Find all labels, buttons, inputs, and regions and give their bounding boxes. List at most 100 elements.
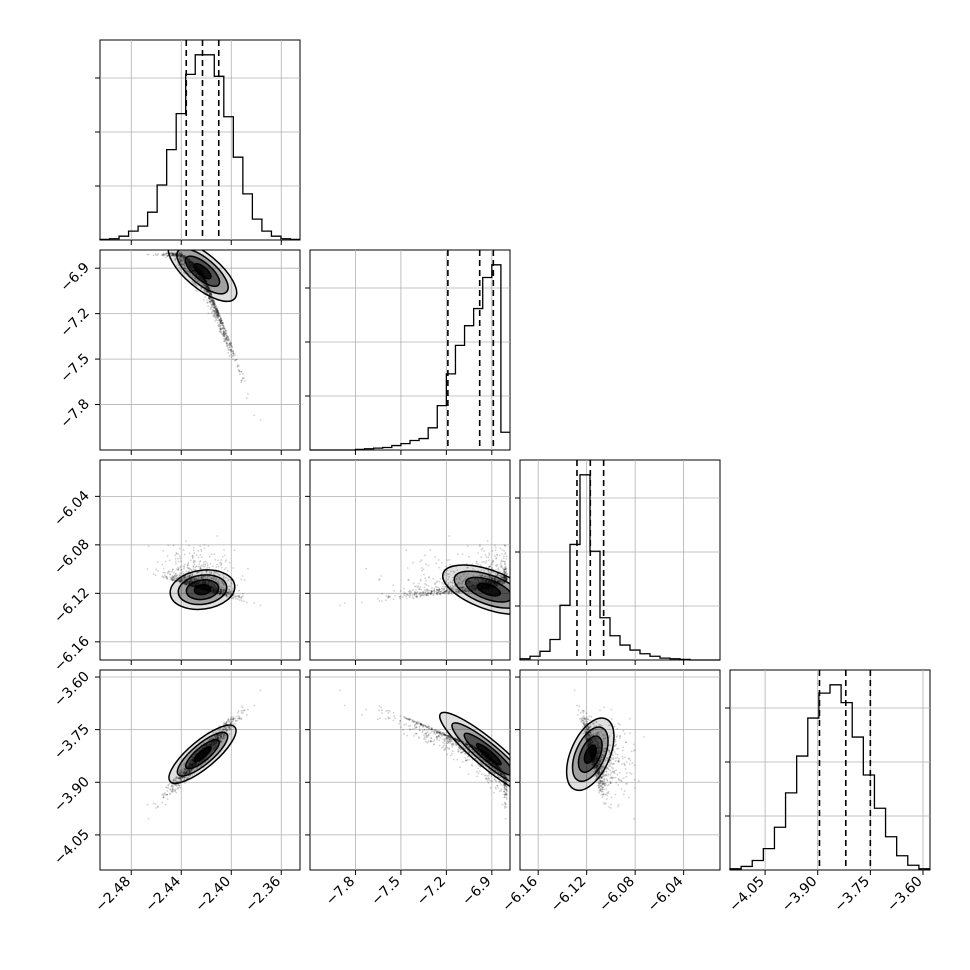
sample-point: [172, 254, 175, 257]
sample-point: [238, 599, 241, 602]
sample-point: [448, 558, 451, 561]
sample-point: [236, 364, 239, 366]
sample-point: [222, 326, 225, 328]
sample-point: [481, 561, 484, 564]
sample-point: [210, 577, 213, 580]
sample-point: [214, 320, 217, 322]
sample-point: [409, 594, 412, 596]
sample-point: [190, 770, 192, 772]
sample-point: [180, 256, 183, 258]
sample-point: [225, 336, 228, 339]
sample-point: [505, 578, 508, 581]
sample-point: [435, 562, 438, 565]
sample-point: [186, 582, 189, 585]
sample-point: [184, 773, 186, 776]
sample-point: [232, 352, 235, 355]
sample-point: [179, 579, 182, 581]
sample-point: [162, 254, 165, 256]
sample-point: [224, 332, 226, 334]
sample-point: [423, 586, 426, 589]
sample-point: [211, 299, 214, 302]
sample-point: [499, 574, 501, 577]
sample-point: [211, 310, 214, 313]
sample-point: [178, 786, 180, 789]
sample-point: [422, 593, 425, 596]
sample-point: [488, 554, 491, 556]
sample-point: [505, 573, 508, 576]
sample-point: [207, 545, 210, 547]
sample-point: [452, 587, 455, 590]
sample-point: [207, 286, 210, 289]
sample-point: [212, 573, 215, 575]
sample-point: [216, 314, 219, 317]
sample-point: [235, 358, 238, 361]
sample-point: [162, 550, 165, 552]
sample-point: [193, 577, 196, 580]
sample-point: [502, 576, 505, 579]
sample-point: [199, 567, 202, 570]
sample-point: [219, 735, 222, 738]
sample-point: [224, 560, 227, 563]
sample-point: [172, 252, 174, 255]
sample-point: [219, 588, 222, 591]
sample-point: [232, 597, 235, 600]
sample-point: [213, 571, 216, 574]
sample-point: [210, 292, 212, 294]
sample-point: [217, 565, 220, 568]
sample-point: [197, 556, 200, 559]
sample-point: [360, 601, 363, 604]
sample-point: [201, 575, 204, 578]
sample-point: [229, 721, 232, 724]
sample-point: [449, 585, 452, 588]
sample-point: [206, 290, 209, 293]
sample-point: [219, 591, 222, 594]
panel-content: [146, 689, 262, 820]
sample-point: [184, 267, 187, 270]
sample-point: [178, 252, 181, 255]
sample-point: [495, 557, 498, 559]
sample-point: [191, 557, 194, 559]
sample-point: [429, 590, 432, 592]
sample-point: [259, 419, 262, 422]
sample-point: [186, 564, 189, 567]
sample-point: [169, 252, 172, 255]
sample-point: [161, 254, 164, 256]
sample-point: [420, 588, 423, 591]
panel-3-0: [95, 669, 301, 875]
sample-point: [238, 717, 241, 720]
sample-point: [219, 591, 222, 594]
sample-point: [179, 580, 181, 583]
sample-point: [494, 578, 497, 580]
sample-point: [181, 572, 184, 575]
sample-point: [182, 772, 185, 774]
sample-point: [209, 299, 212, 302]
sample-point: [204, 575, 206, 578]
sample-point: [186, 770, 189, 773]
sample-point: [168, 559, 171, 562]
panel-2-1: [305, 459, 511, 665]
sample-point: [207, 291, 210, 294]
sample-point: [499, 574, 502, 577]
sample-point: [171, 252, 174, 255]
sample-point: [228, 592, 230, 594]
sample-point: [171, 254, 174, 257]
sample-point: [412, 597, 415, 600]
sample-point: [172, 579, 174, 582]
sample-point: [206, 290, 209, 293]
sample-point: [234, 358, 237, 361]
sample-point: [172, 779, 175, 782]
sample-point: [185, 769, 188, 772]
sample-point: [169, 252, 172, 255]
sample-point: [232, 353, 234, 355]
sample-point: [226, 346, 229, 348]
sample-point: [227, 347, 230, 350]
sample-point: [222, 332, 225, 335]
sample-point: [178, 574, 181, 577]
sample-point: [188, 582, 190, 584]
sample-point: [426, 592, 429, 595]
sample-point: [176, 574, 179, 577]
sample-point: [419, 560, 422, 563]
sample-point: [219, 315, 221, 318]
sample-point: [236, 719, 239, 722]
sample-point: [492, 560, 494, 563]
